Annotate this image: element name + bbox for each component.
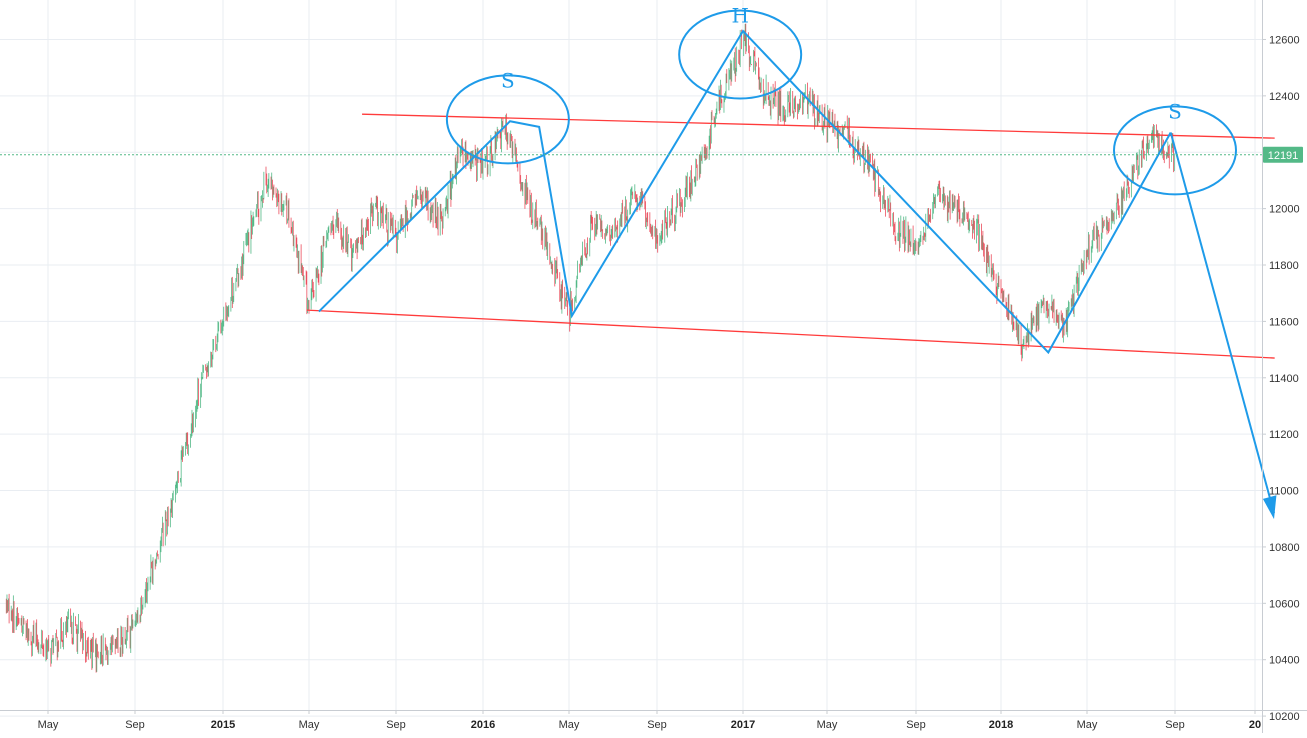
head-shoulders-path[interactable] — [318, 29, 1172, 355]
x-tick-label: 2017 — [731, 719, 755, 731]
x-tick-label: 20 — [1249, 719, 1261, 731]
x-tick-label: May — [38, 719, 59, 731]
y-tick-label: 10800 — [1269, 542, 1300, 554]
y-tick-label: 10400 — [1269, 655, 1300, 667]
y-tick-label: 11200 — [1269, 429, 1299, 441]
last-price-tag — [1263, 146, 1303, 163]
x-tick-label: Sep — [386, 719, 406, 731]
x-tick-label: Sep — [647, 719, 667, 731]
y-tick-label: 10200 — [1269, 711, 1300, 723]
x-tick-label: May — [559, 719, 580, 731]
x-tick-label: 2018 — [989, 719, 1013, 731]
pattern-label: S — [1168, 99, 1182, 123]
last-price-label: 12191 — [1268, 150, 1299, 162]
channel-line[interactable] — [362, 113, 1275, 139]
y-tick-label: 11800 — [1269, 260, 1299, 272]
y-tick-label: 12400 — [1269, 91, 1300, 103]
pattern-label: S — [501, 68, 515, 92]
channel-line[interactable] — [306, 309, 1275, 359]
x-tick-label: May — [1077, 719, 1098, 731]
y-tick-label: 11000 — [1269, 486, 1299, 498]
y-tick-label: 11600 — [1269, 316, 1299, 328]
x-tick-label: May — [817, 719, 838, 731]
pattern-ellipse[interactable] — [1113, 105, 1237, 196]
projection-arrow-head — [1262, 495, 1277, 520]
pattern-labels: S H S — [501, 4, 1182, 124]
x-tick-label: Sep — [125, 719, 145, 731]
pattern-ellipse[interactable] — [445, 74, 570, 165]
y-tick-label: 11400 — [1269, 373, 1299, 385]
x-tick-label: 2016 — [471, 719, 495, 731]
y-tick-label: 12600 — [1269, 34, 1300, 46]
x-tick-label: Sep — [906, 719, 926, 731]
projection-arrow[interactable] — [1169, 132, 1275, 514]
grid — [0, 0, 1262, 717]
x-tick-label: Sep — [1165, 719, 1185, 731]
x-tick-label: 2015 — [211, 719, 235, 731]
x-tick-label: May — [299, 719, 320, 731]
drawings — [0, 9, 1277, 520]
candles — [5, 23, 1175, 673]
pattern-label: H — [731, 4, 748, 28]
y-tick-label: 12000 — [1269, 204, 1300, 216]
y-tick-label: 10600 — [1269, 598, 1300, 610]
pattern-ellipse[interactable] — [678, 9, 803, 100]
